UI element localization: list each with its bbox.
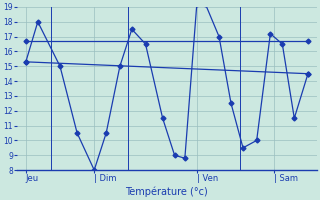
X-axis label: Température (°c): Température (°c) bbox=[125, 186, 208, 197]
